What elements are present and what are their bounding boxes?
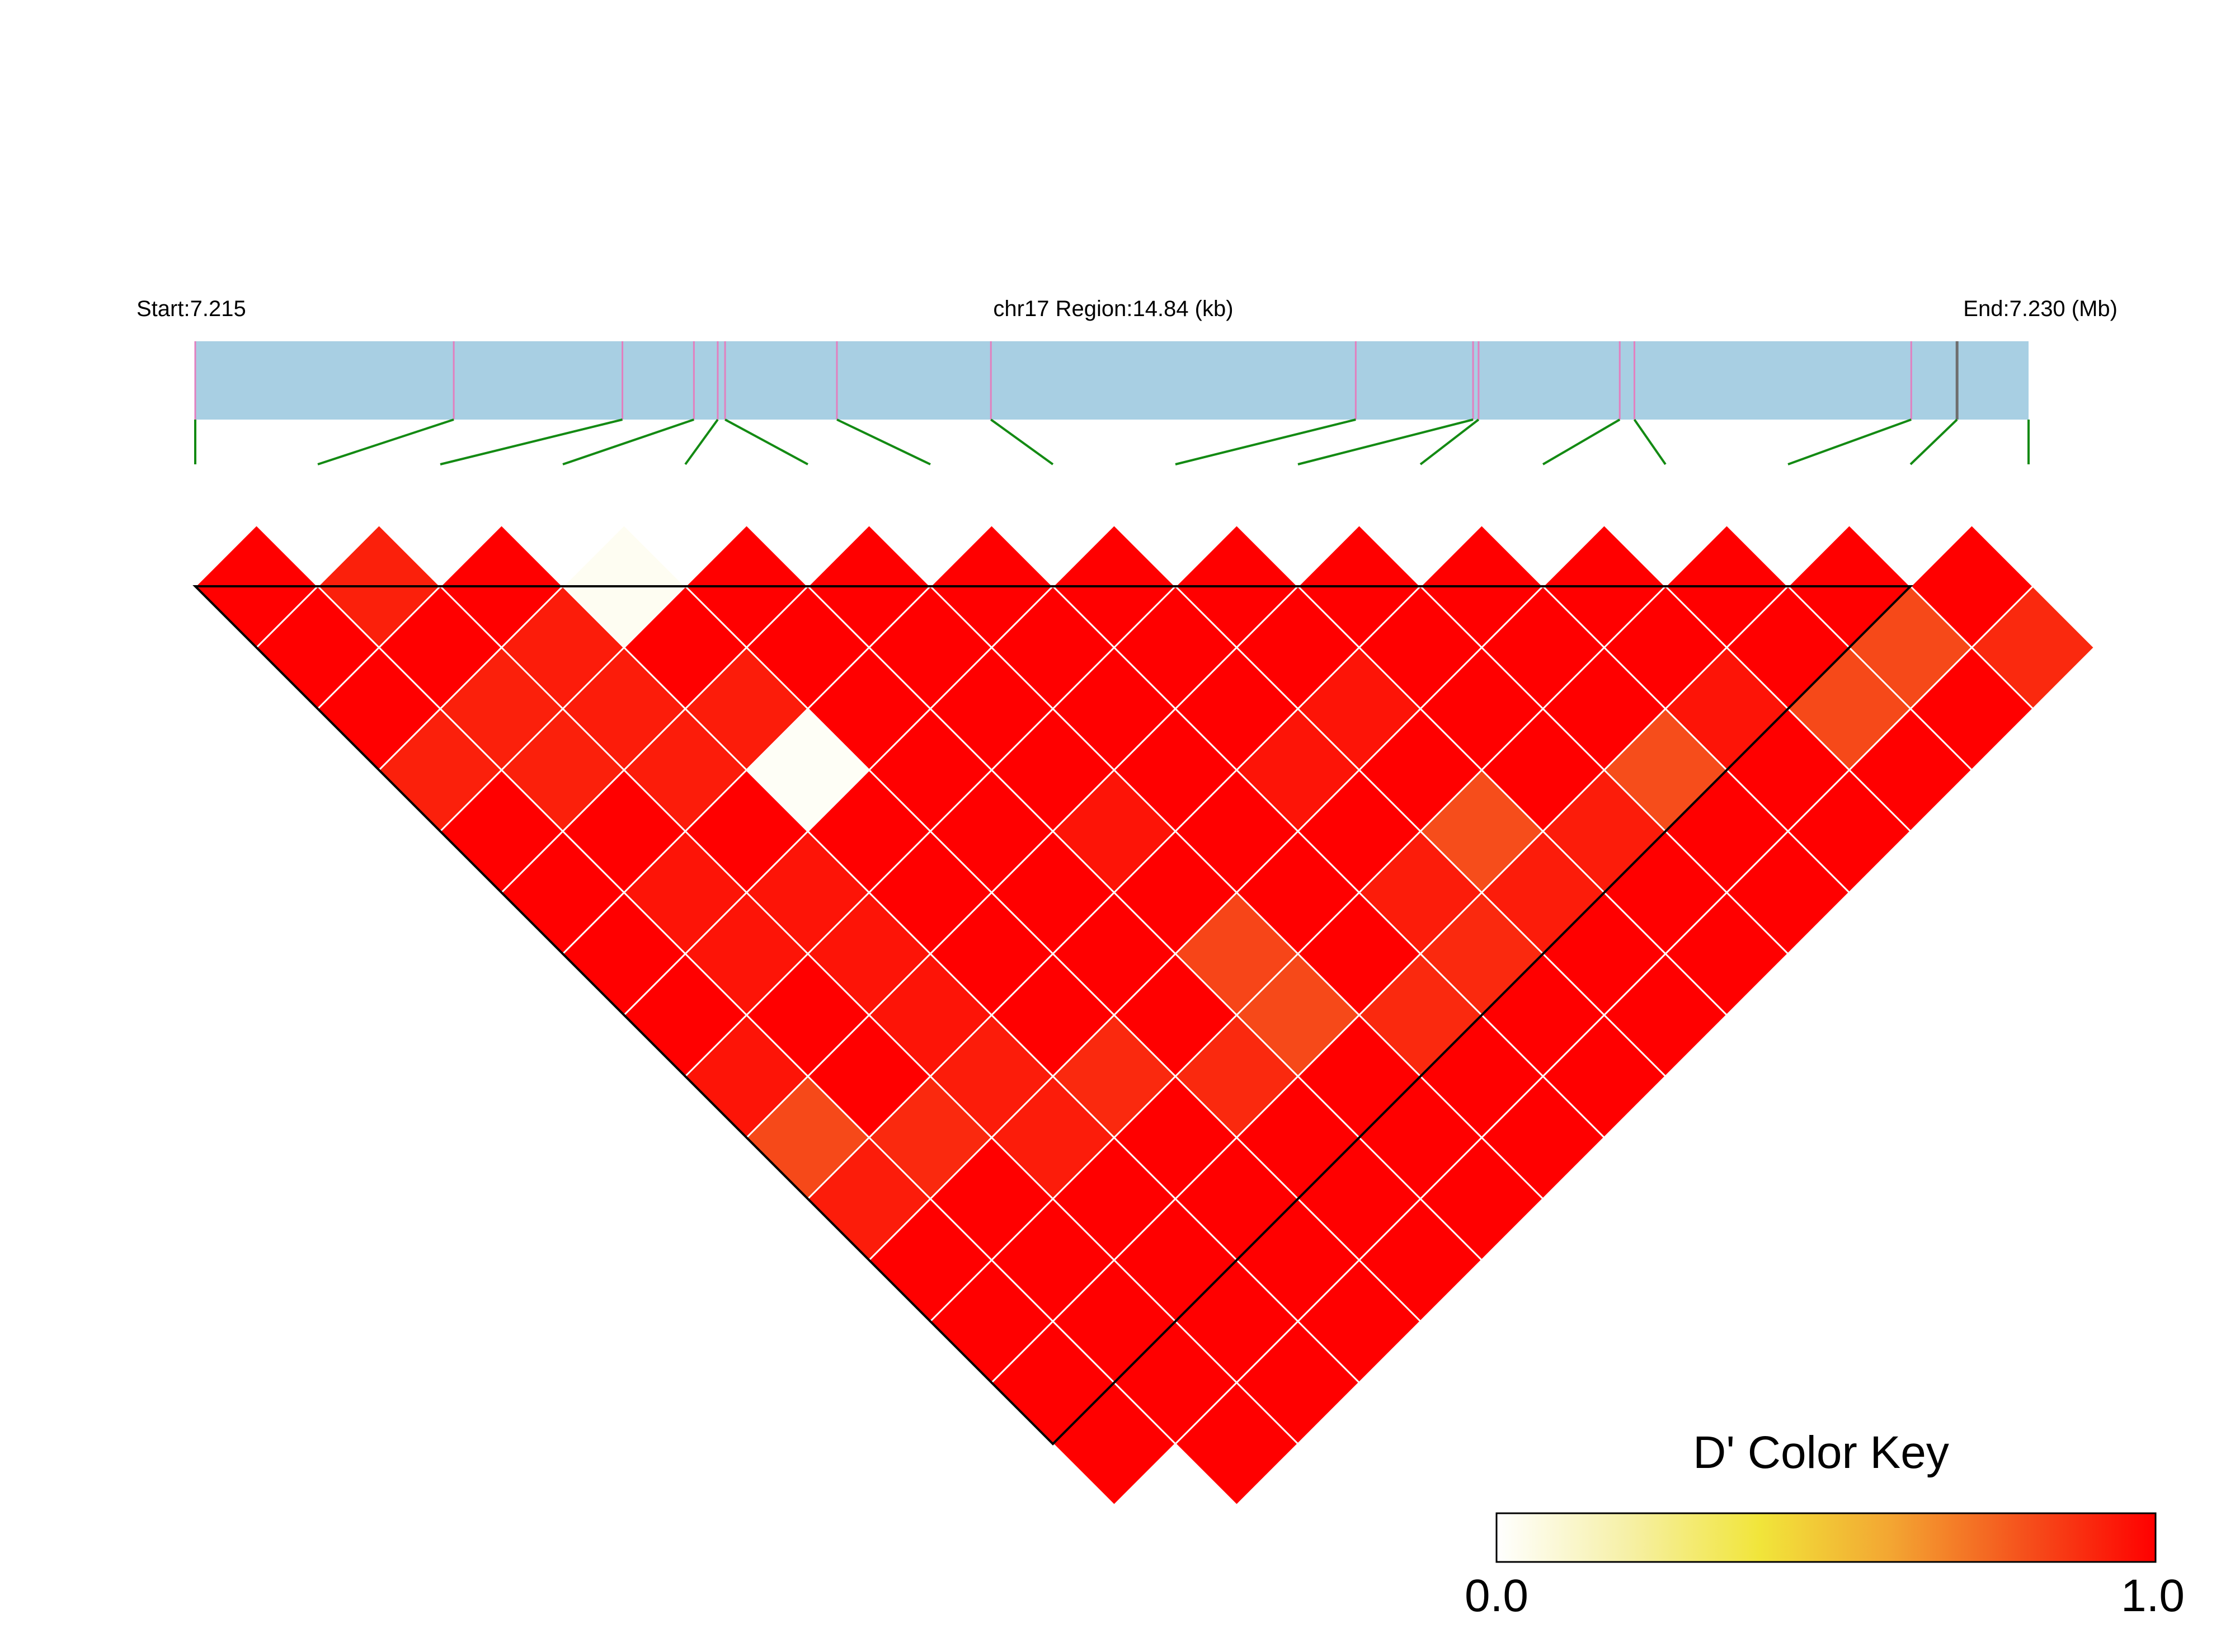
start-label: Start:7.215: [137, 296, 246, 321]
region-track: [194, 341, 2030, 465]
snp-connector: [1297, 418, 1474, 465]
snp-connector: [317, 418, 454, 465]
snp-connector: [1787, 418, 1912, 465]
ld-block-outline: [192, 585, 1913, 1446]
color-key-gradient-bar: [1495, 1512, 2157, 1563]
snp-connector: [1419, 418, 1480, 465]
color-key-max-label: 1.0: [2121, 1570, 2185, 1621]
snp-connector: [684, 418, 719, 465]
region-label: chr17 Region:14.84 (kb): [993, 296, 1233, 321]
snp-connector: [990, 418, 1054, 465]
snp-connector: [1542, 418, 1621, 465]
snp-lines: [194, 341, 1959, 420]
snp-connector: [1909, 418, 1958, 465]
color-key: D' Color Key 0.0 1.0: [1465, 1427, 2185, 1621]
snp-connector: [1633, 418, 1667, 465]
region-bar: [195, 341, 2029, 420]
snp-connector: [724, 418, 808, 465]
ld-block-outlines: [192, 585, 1913, 1446]
snp-connector: [562, 418, 694, 465]
ld-matrix: [194, 524, 2096, 1507]
ld-cell: [1174, 1381, 1300, 1507]
snp-connector: [1175, 418, 1356, 465]
snp-connector: [836, 418, 931, 465]
region-header: Start:7.215 chr17 Region:14.84 (kb) End:…: [137, 296, 2118, 321]
snp-connector: [440, 418, 623, 465]
color-key-title: D' Color Key: [1693, 1427, 1949, 1478]
snp-connectors: [194, 418, 2030, 465]
end-label: End:7.230 (Mb): [1963, 296, 2118, 321]
color-key-min-label: 0.0: [1465, 1570, 1528, 1621]
